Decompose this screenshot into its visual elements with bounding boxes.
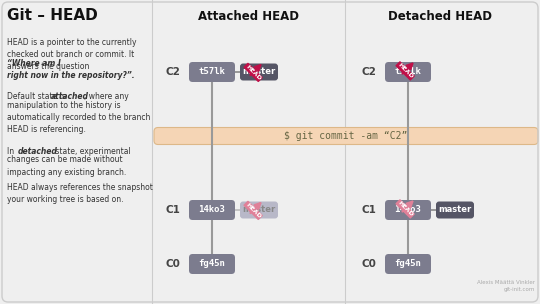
Text: HEAD: HEAD <box>396 62 414 80</box>
Text: fg45n: fg45n <box>199 260 225 268</box>
Text: C1: C1 <box>362 205 376 215</box>
Text: HEAD is a pointer to the currently
checked out branch or commit. It
answers the : HEAD is a pointer to the currently check… <box>7 38 137 71</box>
FancyBboxPatch shape <box>385 200 431 220</box>
FancyBboxPatch shape <box>189 254 235 274</box>
FancyBboxPatch shape <box>436 202 474 219</box>
Text: attached: attached <box>51 92 89 101</box>
Text: C2: C2 <box>166 67 180 77</box>
Text: $ git commit -am “C2”: $ git commit -am “C2” <box>285 131 408 141</box>
Text: fg45n: fg45n <box>395 260 421 268</box>
Text: , where any: , where any <box>84 92 129 101</box>
Text: “Where am I
right now in the repository?”.: “Where am I right now in the repository?… <box>7 59 134 80</box>
Text: changes can be made without
impacting any existing branch.: changes can be made without impacting an… <box>7 156 126 177</box>
Text: t57lk: t57lk <box>199 67 225 77</box>
Text: manipulation to the history is
automatically recorded to the branch
HEAD is refe: manipulation to the history is automatic… <box>7 101 150 134</box>
Text: C0: C0 <box>362 259 376 269</box>
Text: Git – HEAD: Git – HEAD <box>7 8 98 23</box>
Text: HEAD: HEAD <box>396 200 414 218</box>
Text: master: master <box>242 67 275 77</box>
FancyBboxPatch shape <box>385 254 431 274</box>
FancyBboxPatch shape <box>240 202 278 219</box>
Text: state, experimental: state, experimental <box>53 147 131 156</box>
Text: t57lk: t57lk <box>395 67 421 77</box>
Text: Detached HEAD: Detached HEAD <box>388 10 492 23</box>
FancyBboxPatch shape <box>385 62 431 82</box>
FancyBboxPatch shape <box>154 127 538 144</box>
Text: HEAD: HEAD <box>245 202 262 219</box>
Text: HEAD: HEAD <box>245 64 262 81</box>
Text: 14ko3: 14ko3 <box>395 206 421 215</box>
Text: master: master <box>438 206 471 215</box>
FancyBboxPatch shape <box>189 200 235 220</box>
FancyBboxPatch shape <box>189 62 235 82</box>
Text: C1: C1 <box>166 205 180 215</box>
Text: C2: C2 <box>362 67 376 77</box>
Text: detached: detached <box>18 147 58 156</box>
Text: Alexis Määttä Vinkler
git-init.com: Alexis Määttä Vinkler git-init.com <box>477 280 535 292</box>
Text: master: master <box>242 206 275 215</box>
Text: HEAD always references the snapshot
your working tree is based on.: HEAD always references the snapshot your… <box>7 183 153 204</box>
Text: In: In <box>7 147 17 156</box>
FancyBboxPatch shape <box>240 64 278 81</box>
Text: C0: C0 <box>166 259 180 269</box>
Text: Default state is: Default state is <box>7 92 68 101</box>
Text: Attached HEAD: Attached HEAD <box>198 10 299 23</box>
Text: 14ko3: 14ko3 <box>199 206 225 215</box>
